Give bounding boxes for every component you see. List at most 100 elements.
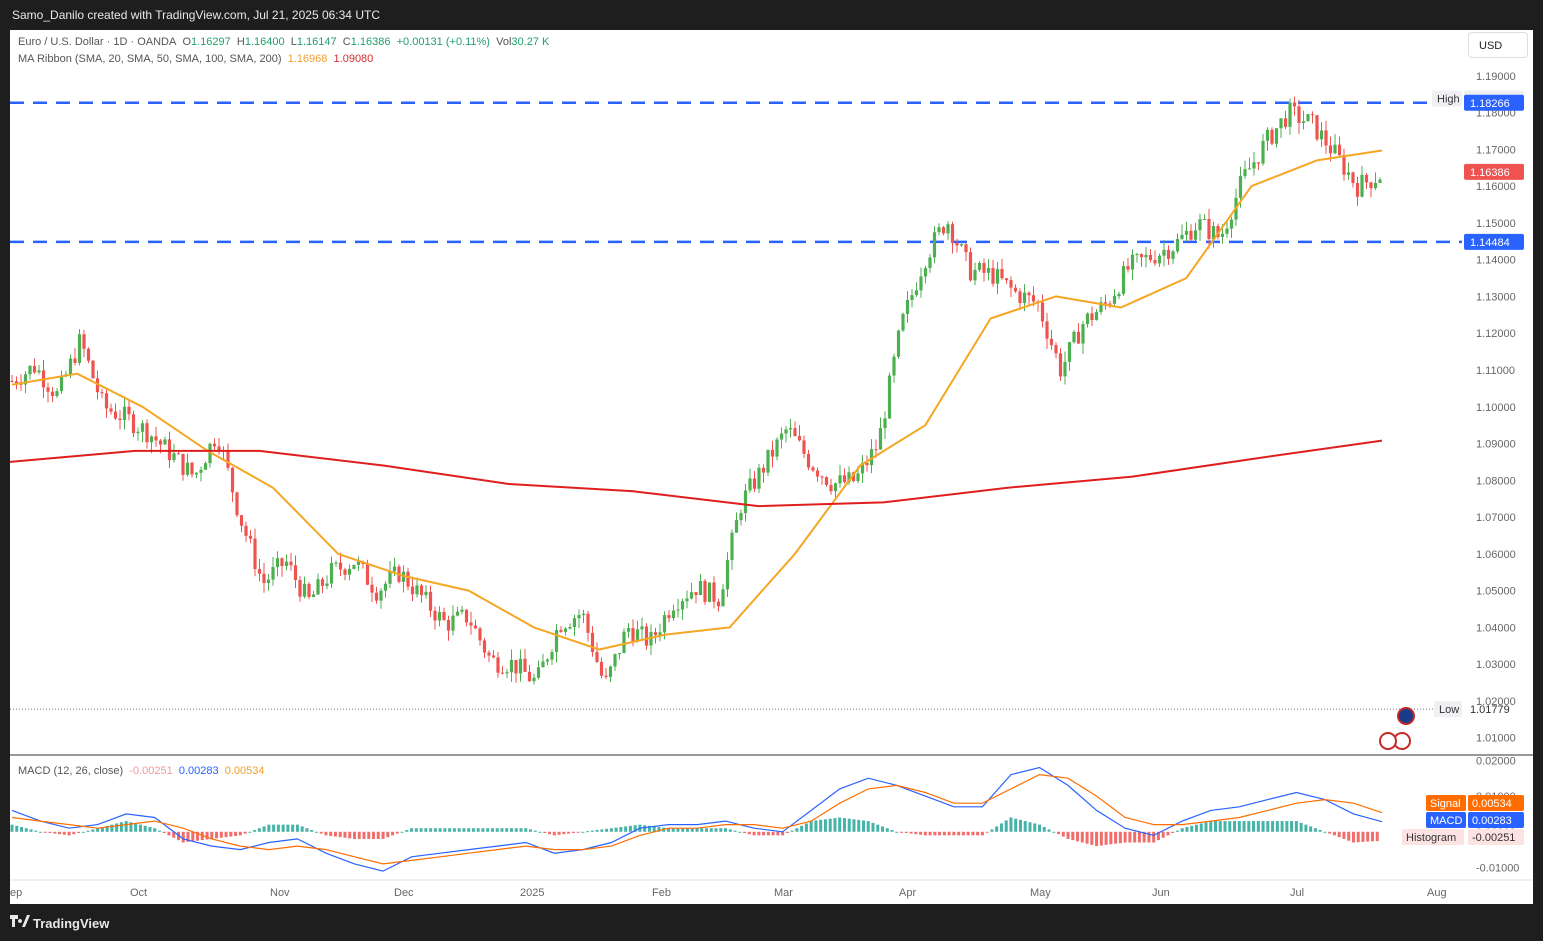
candle-body bbox=[554, 629, 559, 653]
macd-histogram-bar bbox=[486, 828, 490, 832]
candle-body bbox=[995, 269, 1000, 284]
candle-body bbox=[1054, 345, 1058, 354]
macd-histogram-bar bbox=[1009, 817, 1013, 832]
macd-histogram-bar bbox=[253, 830, 257, 832]
candle-body bbox=[86, 348, 91, 361]
macd-histogram-bar bbox=[695, 828, 699, 832]
ma-ribbon-title[interactable]: MA Ribbon (SMA, 20, SMA, 50, SMA, 100, S… bbox=[18, 53, 282, 65]
macd-histogram-bar bbox=[1304, 824, 1308, 832]
candle-body bbox=[1270, 129, 1274, 144]
macd-histogram-bar bbox=[938, 831, 942, 836]
macd-histogram-bar bbox=[971, 831, 975, 836]
macd-histogram-bar bbox=[229, 831, 233, 837]
candle-body bbox=[1202, 218, 1207, 220]
macd-histogram-bar bbox=[452, 828, 456, 832]
candle-body bbox=[388, 571, 392, 584]
macd-histogram-bar bbox=[372, 831, 376, 839]
candle-body bbox=[1279, 118, 1283, 129]
candle-body bbox=[1157, 255, 1162, 264]
macd-histogram-bar bbox=[495, 828, 499, 832]
macd-histogram-bar bbox=[29, 829, 33, 832]
candle-body bbox=[118, 418, 122, 420]
macd-histogram-bar bbox=[842, 818, 846, 832]
candle-body bbox=[820, 476, 824, 478]
macd-histogram-bar bbox=[1299, 822, 1303, 832]
macd-histogram-bar bbox=[167, 831, 171, 836]
candle-body bbox=[1148, 254, 1153, 261]
candle-body bbox=[550, 652, 554, 660]
macd-tag-value: 0.00283 bbox=[1472, 815, 1512, 827]
candle-body bbox=[1126, 266, 1130, 270]
candle-body bbox=[559, 629, 563, 632]
macd-histogram-bar bbox=[895, 831, 899, 833]
macd-signal-value: 0.00534 bbox=[224, 765, 265, 777]
candle-body bbox=[136, 431, 140, 434]
low-value: 1.16147 bbox=[296, 36, 337, 48]
tradingview-brand[interactable]: TradingView bbox=[33, 916, 110, 931]
histogram-label-bg bbox=[1402, 829, 1464, 845]
candle-body bbox=[1364, 174, 1369, 183]
candle-body bbox=[838, 475, 842, 484]
macd-histogram-bar bbox=[1147, 831, 1151, 843]
macd-histogram-bar bbox=[48, 831, 52, 833]
time-axis-tick: Oct bbox=[130, 887, 147, 899]
macd-histogram-bar bbox=[1104, 831, 1108, 845]
macd-histogram-bar bbox=[900, 831, 904, 833]
price-axis-tick: 1.01000 bbox=[1476, 733, 1516, 745]
macd-histogram-bar bbox=[999, 823, 1003, 832]
candle-body bbox=[1360, 174, 1364, 197]
candle-body bbox=[284, 561, 289, 567]
candle-body bbox=[973, 269, 977, 281]
candle-body bbox=[392, 566, 397, 572]
candle-body bbox=[374, 592, 379, 601]
candle-body bbox=[1256, 162, 1261, 164]
macd-histogram-bar bbox=[314, 831, 318, 833]
macd-histogram-bar bbox=[148, 827, 152, 832]
macd-histogram-bar bbox=[96, 828, 100, 832]
candle-body bbox=[757, 467, 761, 489]
chart-frame[interactable]: 1.19000 1.18000 1.17000 1.16000 1.15000 1.140… bbox=[10, 30, 1533, 904]
candle-body bbox=[662, 615, 667, 633]
chart-canvas[interactable]: 1.190001.180001.170001.160001.150001.140… bbox=[10, 30, 1533, 904]
candle-body bbox=[1193, 230, 1198, 240]
macd-histogram-bar bbox=[196, 831, 200, 841]
macd-histogram-bar bbox=[1375, 831, 1379, 842]
currency-button[interactable]: USD bbox=[1468, 32, 1528, 58]
macd-histogram-bar bbox=[1356, 831, 1360, 843]
candle-body bbox=[1058, 353, 1063, 377]
macd-histogram-bar bbox=[538, 831, 542, 833]
macd-histogram-bar bbox=[1004, 820, 1008, 832]
candle-body bbox=[766, 449, 770, 473]
candle-body bbox=[874, 449, 878, 451]
macd-histogram-bar bbox=[43, 831, 47, 833]
time-axis-tick: Dec bbox=[394, 887, 414, 899]
candle-body bbox=[986, 267, 991, 273]
candle-body bbox=[491, 655, 496, 658]
price-axis-tick: 1.06000 bbox=[1476, 549, 1516, 561]
macd-histogram-bar bbox=[838, 817, 842, 832]
macd-histogram-bar bbox=[771, 831, 775, 836]
candle-body bbox=[347, 568, 352, 575]
candle-body bbox=[1000, 269, 1004, 279]
candle-body bbox=[761, 467, 766, 473]
macd-histogram-bar bbox=[543, 831, 547, 833]
open-label: O bbox=[182, 36, 192, 48]
candle-body bbox=[1198, 219, 1202, 231]
time-axis-tick: Feb bbox=[652, 887, 671, 899]
candle-body bbox=[100, 392, 104, 394]
macd-histogram-bar bbox=[1252, 821, 1256, 832]
candle-body bbox=[923, 267, 928, 277]
macd-histogram-bar bbox=[633, 825, 637, 832]
candle-body bbox=[487, 652, 491, 656]
macd-histogram-bar bbox=[619, 827, 623, 832]
candle-body bbox=[496, 657, 500, 673]
macd-histogram-bar bbox=[714, 828, 718, 832]
symbol-title[interactable]: Euro / U.S. Dollar · 1D · OANDA bbox=[18, 36, 177, 48]
macd-histogram-bar bbox=[747, 831, 751, 835]
candle-body bbox=[1283, 118, 1288, 127]
candle-body bbox=[185, 462, 190, 475]
macd-title[interactable]: MACD (12, 26, close) bbox=[18, 765, 124, 777]
macd-histogram-bar bbox=[985, 831, 989, 833]
macd-histogram-bar bbox=[224, 831, 228, 838]
candle-body bbox=[914, 290, 919, 296]
